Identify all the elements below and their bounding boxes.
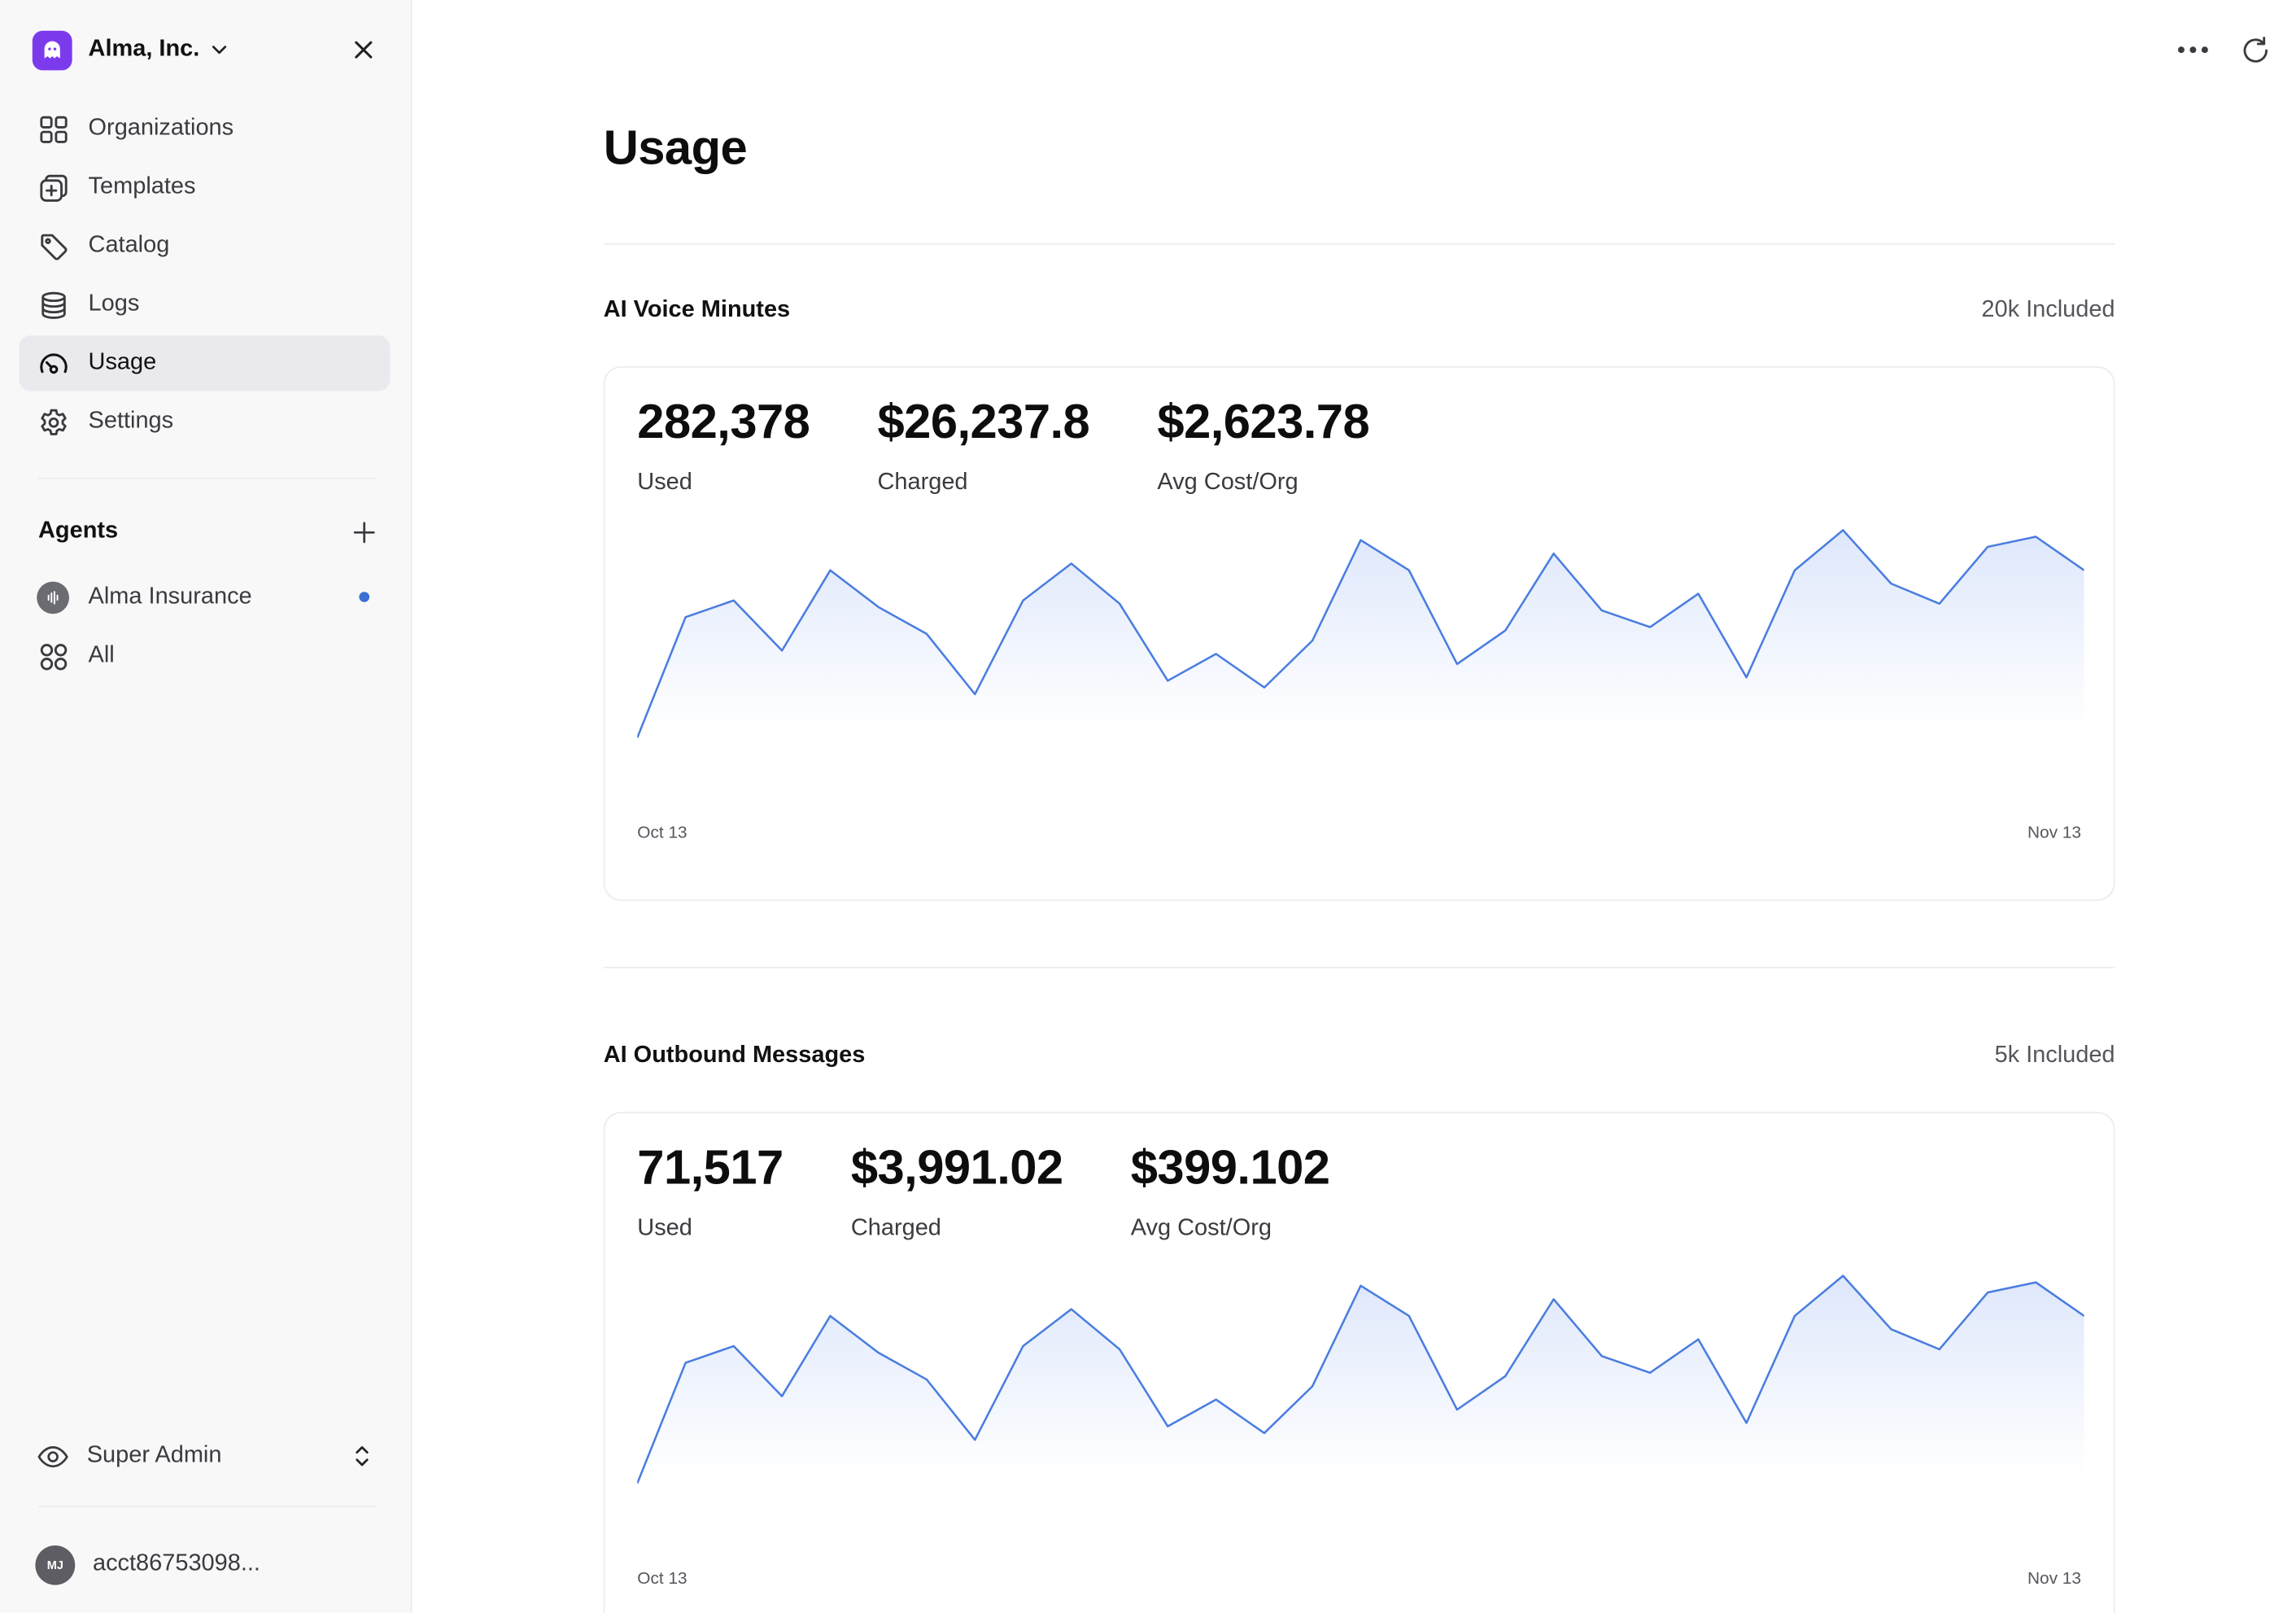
eye-icon [37, 1440, 69, 1472]
sidebar-divider [38, 477, 378, 479]
agent-list: Alma Insurance All [20, 568, 391, 685]
voice-minutes-card: 282,378 Used $26,237.8 Charged $2,623.78… [603, 366, 2115, 901]
x-axis-end: Nov 13 [2028, 824, 2081, 842]
stat-avg-cost: $399.102 Avg Cost/Org [1131, 1139, 1330, 1242]
tag-icon [37, 230, 69, 263]
sidebar-item-label: Catalog [88, 233, 170, 258]
sidebar-item-label: Usage [88, 350, 157, 375]
stat-value: $26,237.8 [877, 394, 1090, 448]
agent-label: All [88, 643, 115, 668]
grid-icon [37, 113, 69, 146]
stat-value: $2,623.78 [1157, 394, 1370, 448]
org-name: Alma, Inc. [88, 37, 200, 62]
stat-label: Avg Cost/Org [1157, 470, 1299, 496]
included-label: 5k Included [1994, 1043, 2115, 1069]
x-axis-end: Nov 13 [2028, 1570, 2081, 1589]
more-icon[interactable] [2176, 33, 2211, 68]
stat-value: 71,517 [637, 1139, 784, 1194]
stat-label: Used [637, 1216, 692, 1241]
page-title: Usage [603, 120, 748, 175]
refresh-icon[interactable] [2237, 33, 2272, 68]
gauge-icon [37, 348, 69, 380]
stat-charged: $26,237.8 Charged [878, 394, 1090, 496]
org-logo [32, 29, 72, 70]
stat-label: Charged [877, 470, 968, 496]
stat-value: 282,378 [637, 394, 810, 448]
gear-icon [37, 406, 69, 439]
stat-label: Charged [850, 1216, 941, 1241]
outbound-messages-chart [637, 1248, 2084, 1512]
agent-item-alma-insurance[interactable]: Alma Insurance [20, 568, 391, 627]
stat-charged: $3,991.02 Charged [851, 1139, 1063, 1242]
sidebar-nav: Organizations Templates Catalog Logs Usa… [19, 101, 391, 452]
chevron-up-down-icon [349, 1441, 376, 1471]
chart-series-line [637, 530, 2084, 737]
sidebar: Alma, Inc. Organizations Templates Catal… [0, 0, 412, 1613]
stat-used: 282,378 Used [637, 394, 810, 496]
agents-title: Agents [38, 518, 119, 544]
account-menu[interactable]: MJ acct86753098... [35, 1544, 377, 1585]
chart-series-line [637, 1276, 2084, 1484]
waveform-icon [37, 581, 70, 614]
section-divider [603, 967, 2115, 968]
status-dot [359, 592, 370, 602]
close-icon[interactable] [349, 35, 378, 64]
sidebar-item-catalog[interactable]: Catalog [20, 218, 391, 273]
outbound-messages-header: AI Outbound Messages 5k Included [604, 1040, 2115, 1073]
role-label: Super Admin [86, 1443, 222, 1468]
circles-grid-icon [37, 640, 69, 673]
section-title: AI Voice Minutes [603, 297, 791, 322]
stat-label: Avg Cost/Org [1130, 1216, 1272, 1241]
add-agent-button[interactable] [351, 518, 378, 544]
sidebar-item-logs[interactable]: Logs [20, 277, 391, 332]
stat-used: 71,517 Used [637, 1139, 784, 1242]
sidebar-item-label: Templates [88, 174, 196, 199]
stat-value: $399.102 [1130, 1139, 1330, 1194]
x-axis-start: Oct 13 [637, 1570, 687, 1589]
agent-item-all[interactable]: All [20, 627, 391, 685]
x-axis-start: Oct 13 [637, 824, 687, 842]
stats-row: 71,517 Used $3,991.02 Charged $399.102 A… [637, 1139, 1397, 1242]
sidebar-item-usage[interactable]: Usage [19, 335, 391, 391]
avatar: MJ [35, 1545, 76, 1585]
sidebar-item-label: Settings [88, 409, 174, 434]
chart-area-fill [637, 530, 2084, 767]
outbound-messages-card: 71,517 Used $3,991.02 Charged $399.102 A… [603, 1112, 2115, 1613]
included-label: 20k Included [1981, 297, 2115, 322]
sidebar-divider [38, 1506, 378, 1508]
chart-area-fill [637, 1275, 2084, 1512]
database-icon [37, 289, 69, 321]
sidebar-item-label: Logs [88, 291, 140, 317]
agent-label: Alma Insurance [88, 584, 252, 610]
org-switcher[interactable]: Alma, Inc. [32, 29, 378, 70]
sidebar-item-settings[interactable]: Settings [20, 394, 391, 449]
stat-value: $3,991.02 [850, 1139, 1063, 1194]
role-switcher[interactable]: Super Admin [37, 1439, 375, 1474]
stat-label: Used [637, 470, 692, 496]
agents-header: Agents [38, 516, 377, 549]
templates-icon [37, 172, 69, 204]
stat-avg-cost: $2,623.78 Avg Cost/Org [1157, 394, 1369, 496]
sidebar-item-organizations[interactable]: Organizations [20, 101, 391, 156]
sidebar-item-label: Organizations [88, 116, 234, 141]
stats-row: 282,378 Used $26,237.8 Charged $2,623.78… [637, 394, 1437, 496]
section-divider [603, 243, 2115, 245]
chevron-down-icon [208, 40, 229, 60]
top-actions [2176, 33, 2272, 68]
sidebar-item-templates[interactable]: Templates [20, 160, 391, 215]
section-title: AI Outbound Messages [603, 1043, 866, 1069]
account-name: acct86753098... [92, 1551, 260, 1576]
voice-minutes-header: AI Voice Minutes 20k Included [604, 295, 2115, 327]
voice-minutes-chart [637, 502, 2084, 767]
